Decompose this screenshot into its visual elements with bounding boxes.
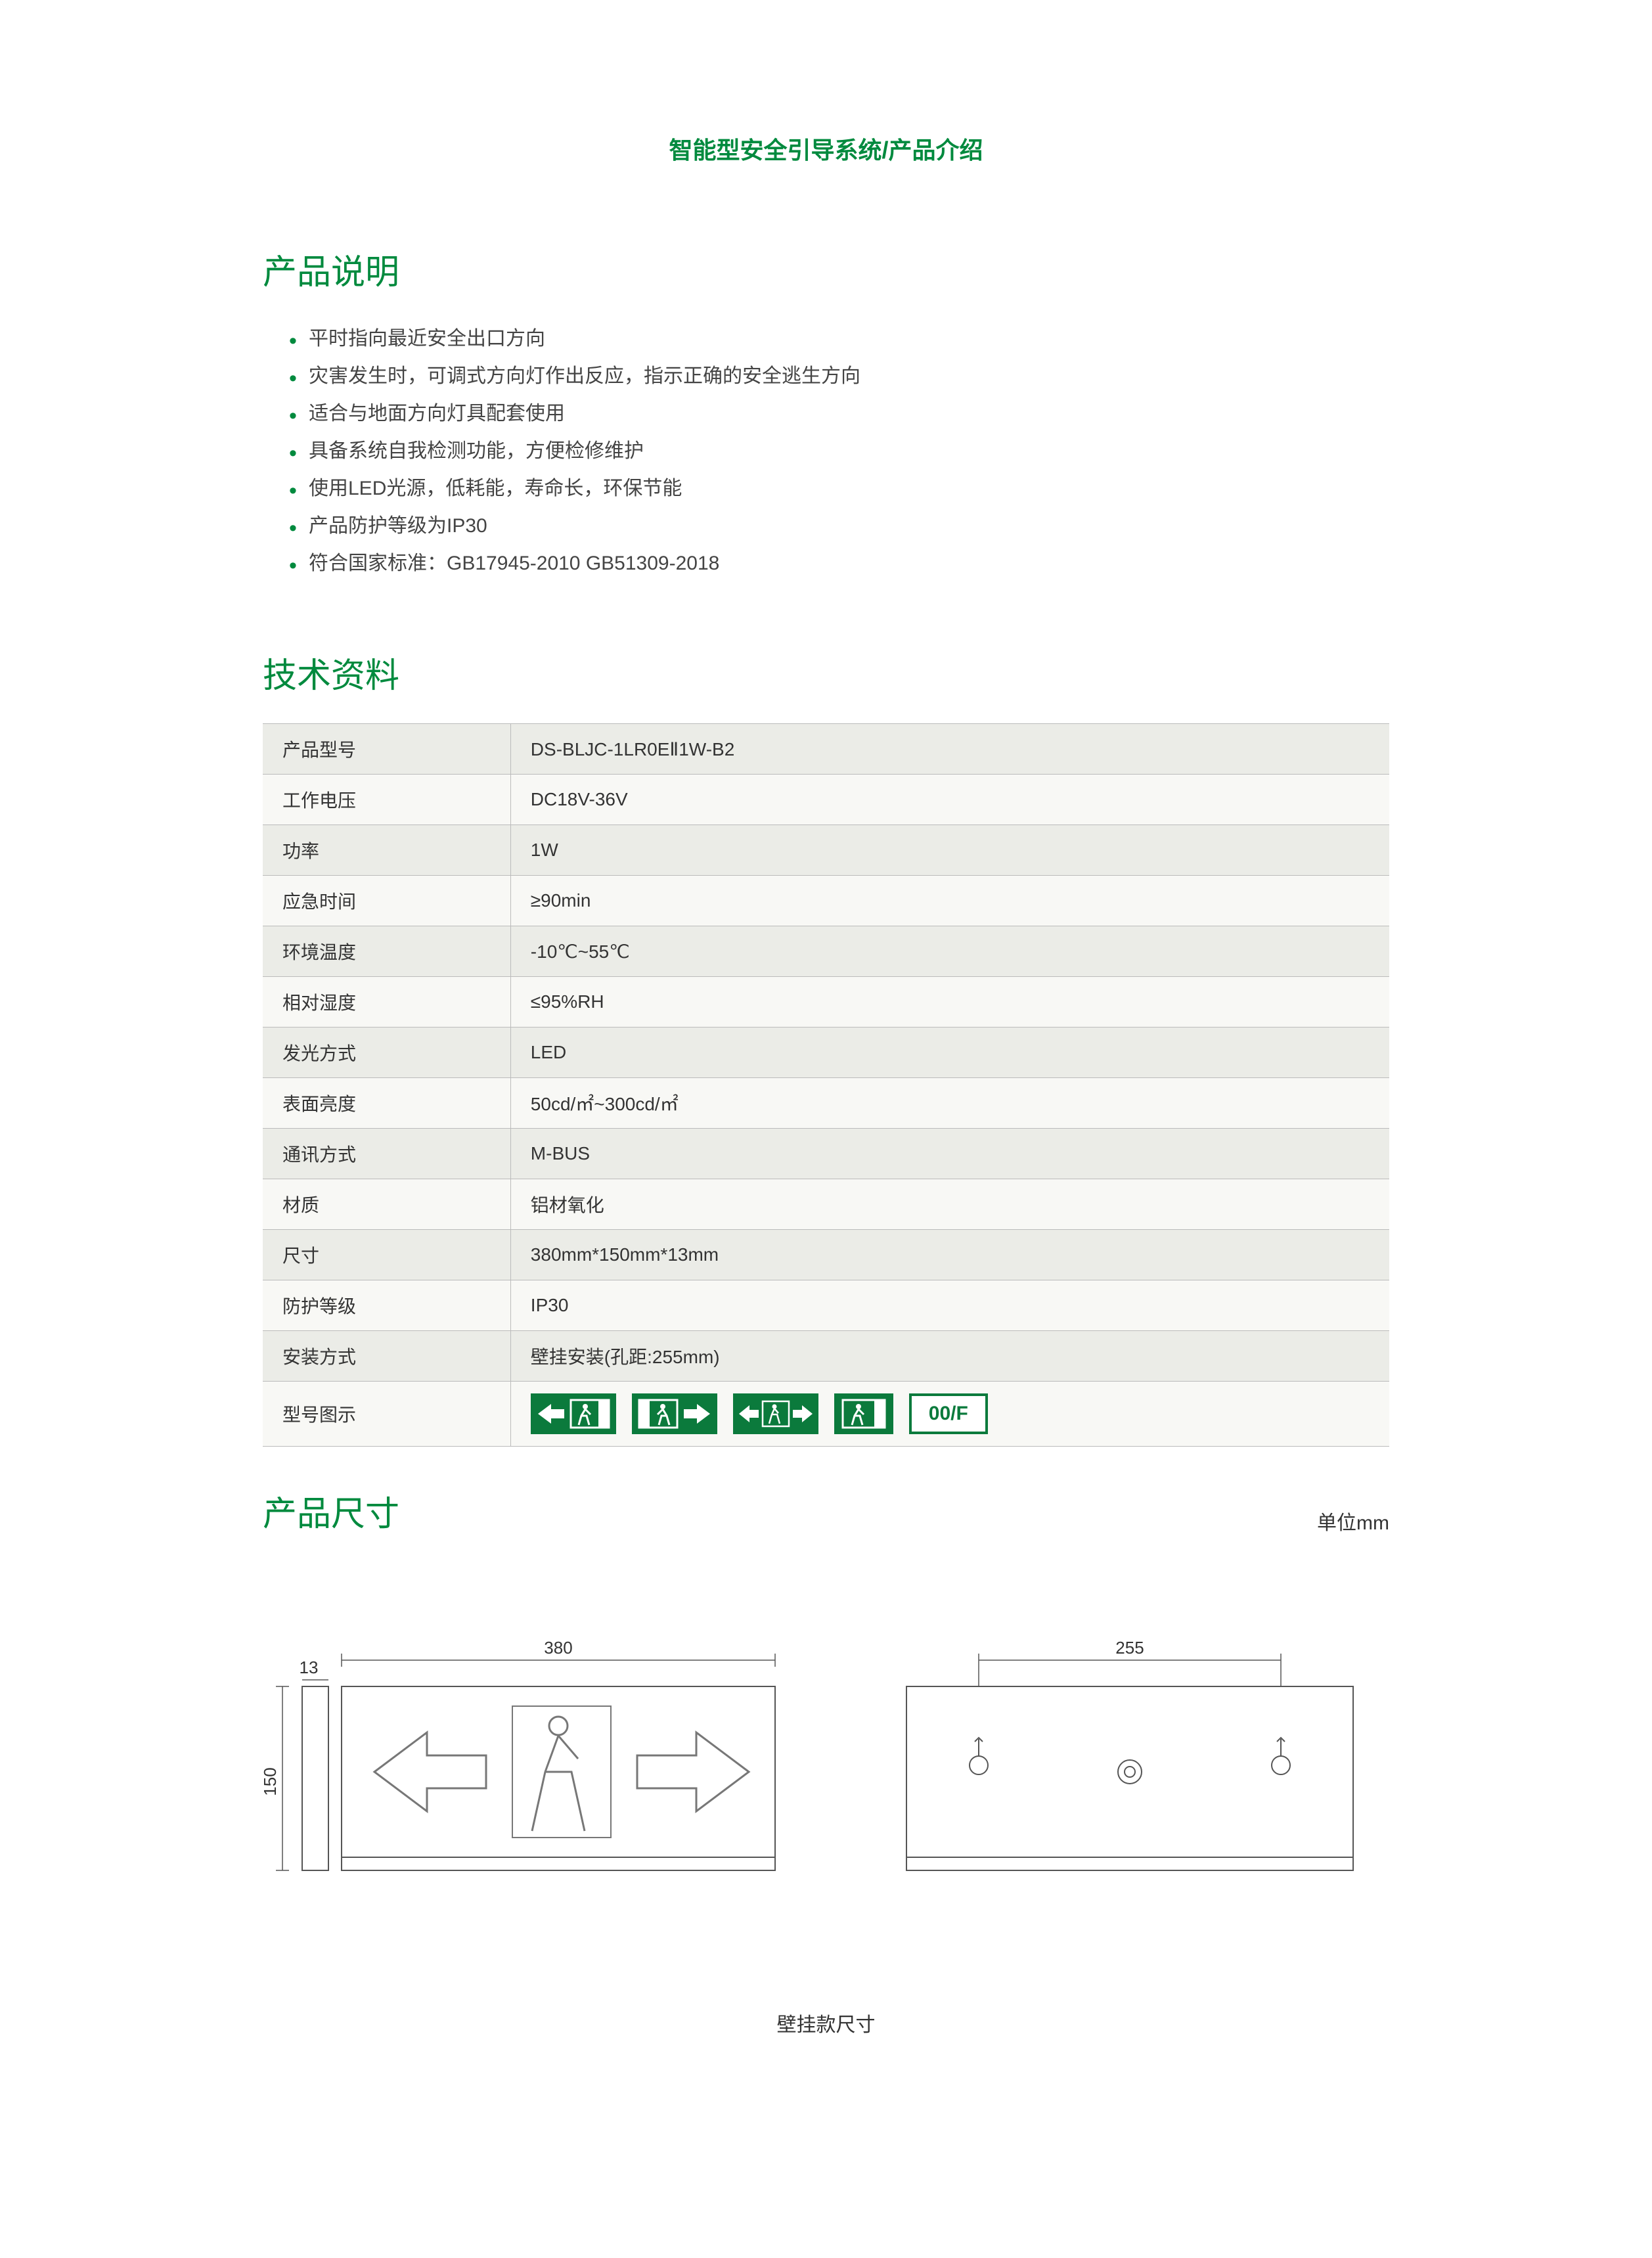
bullet-item: 产品防护等级为IP30: [289, 507, 1389, 545]
dim-hole-distance: 255: [1115, 1638, 1144, 1658]
spec-label: 材质: [263, 1179, 510, 1230]
spec-label: 防护等级: [263, 1280, 510, 1331]
bullet-item: 灾害发生时，可调式方向灯作出反应，指示正确的安全逃生方向: [289, 357, 1389, 395]
table-row: 通讯方式M-BUS: [263, 1129, 1389, 1179]
spec-value: 50cd/㎡~300cd/㎡: [510, 1078, 1389, 1129]
spec-label: 安装方式: [263, 1331, 510, 1382]
table-row: 发光方式LED: [263, 1027, 1389, 1078]
sign-row: 00/F: [531, 1393, 1370, 1434]
spec-value: 1W: [510, 825, 1389, 876]
back-dimension-diagram: 255: [880, 1634, 1379, 1910]
table-row: 尺寸380mm*150mm*13mm: [263, 1230, 1389, 1280]
sign-cell: 00/F: [510, 1382, 1389, 1447]
section-title-dims: 产品尺寸: [263, 1486, 399, 1535]
exit-sign-only-icon: [834, 1393, 893, 1434]
bullet-item: 适合与地面方向灯具配套使用: [289, 395, 1389, 432]
exit-sign-left-icon: [531, 1393, 616, 1434]
table-row: 材质铝材氧化: [263, 1179, 1389, 1230]
spec-label: 发光方式: [263, 1027, 510, 1078]
exit-sign-right-icon: [632, 1393, 717, 1434]
bullet-item: 平时指向最近安全出口方向: [289, 320, 1389, 357]
spec-label: 工作电压: [263, 775, 510, 825]
diagram-caption: 壁挂款尺寸: [263, 2008, 1389, 2037]
table-row: 表面亮度50cd/㎡~300cd/㎡: [263, 1078, 1389, 1129]
dim-width: 380: [544, 1638, 572, 1658]
table-row: 防护等级IP30: [263, 1280, 1389, 1331]
dim-thickness: 13: [300, 1658, 319, 1677]
table-row: 安装方式壁挂安装(孔距:255mm): [263, 1331, 1389, 1382]
spec-label: 通讯方式: [263, 1129, 510, 1179]
spec-label: 尺寸: [263, 1230, 510, 1280]
spec-label: 应急时间: [263, 876, 510, 926]
spec-value: LED: [510, 1027, 1389, 1078]
spec-value: DC18V-36V: [510, 775, 1389, 825]
bullet-item: 使用LED光源，低耗能，寿命长，环保节能: [289, 470, 1389, 507]
keyhole-icon: [970, 1738, 988, 1774]
spec-value: 380mm*150mm*13mm: [510, 1230, 1389, 1280]
table-row: 产品型号DS-BLJC-1LR0EⅡ1W-B2: [263, 724, 1389, 775]
spec-label: 功率: [263, 825, 510, 876]
bullet-item: 符合国家标准：GB17945-2010 GB51309-2018: [289, 545, 1389, 582]
table-row: 应急时间≥90min: [263, 876, 1389, 926]
spec-label: 相对湿度: [263, 977, 510, 1027]
spec-value: DS-BLJC-1LR0EⅡ1W-B2: [510, 724, 1389, 775]
bullet-item: 具备系统自我检测功能，方便检修维护: [289, 432, 1389, 470]
exit-sign-both-icon: [733, 1393, 818, 1434]
unit-label: 单位mm: [1317, 1506, 1389, 1535]
spec-label: 型号图示: [263, 1382, 510, 1447]
table-row: 功率1W: [263, 825, 1389, 876]
table-row: 型号图示: [263, 1382, 1389, 1447]
page-header: 智能型安全引导系统/产品介绍: [263, 131, 1389, 166]
section-title-desc: 产品说明: [263, 244, 1389, 294]
front-dimension-diagram: 380 13 150: [263, 1634, 815, 1910]
table-row: 工作电压DC18V-36V: [263, 775, 1389, 825]
dim-height: 150: [263, 1767, 280, 1795]
spec-value: ≤95%RH: [510, 977, 1389, 1027]
spec-label: 表面亮度: [263, 1078, 510, 1129]
spec-value: -10℃~55℃: [510, 926, 1389, 977]
table-row: 相对湿度≤95%RH: [263, 977, 1389, 1027]
spec-value: IP30: [510, 1280, 1389, 1331]
spec-label: 环境温度: [263, 926, 510, 977]
keyhole-icon: [1272, 1738, 1290, 1774]
table-row: 环境温度-10℃~55℃: [263, 926, 1389, 977]
spec-value: M-BUS: [510, 1129, 1389, 1179]
spec-label: 产品型号: [263, 724, 510, 775]
spec-value: 壁挂安装(孔距:255mm): [510, 1331, 1389, 1382]
spec-value: ≥90min: [510, 876, 1389, 926]
spec-table: 产品型号DS-BLJC-1LR0EⅡ1W-B2 工作电压DC18V-36V 功率…: [263, 723, 1389, 1447]
section-title-tech: 技术资料: [263, 648, 1389, 697]
spec-value: 铝材氧化: [510, 1179, 1389, 1230]
floor-sign-icon: 00/F: [909, 1393, 988, 1434]
diagram-row: 380 13 150 255: [263, 1634, 1389, 1910]
dim-header: 产品尺寸 单位mm: [263, 1486, 1389, 1535]
desc-bullet-list: 平时指向最近安全出口方向 灾害发生时，可调式方向灯作出反应，指示正确的安全逃生方…: [289, 320, 1389, 582]
